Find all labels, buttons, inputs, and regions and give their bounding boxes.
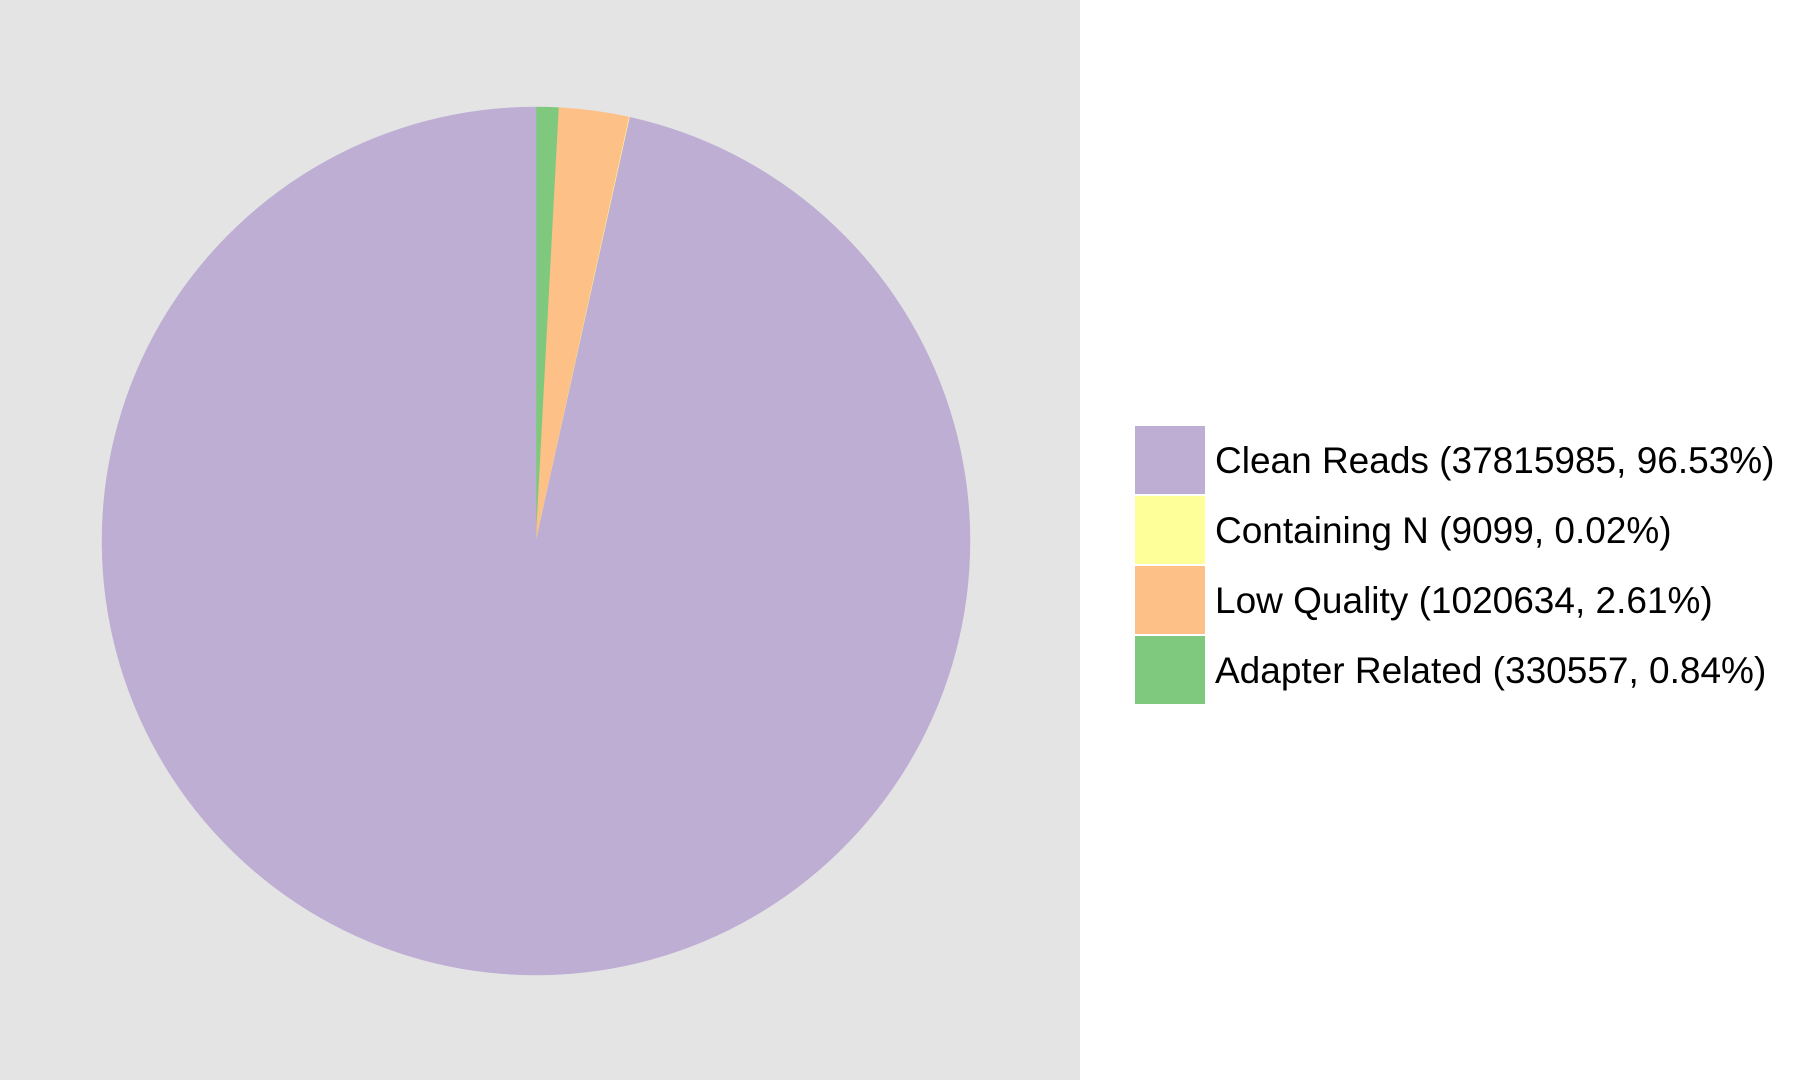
legend: Clean Reads (37815985, 96.53%) Containing… xyxy=(1135,426,1775,706)
legend-item-low-quality: Low Quality (1020634, 2.61%) xyxy=(1135,566,1775,636)
legend-label: Low Quality (1020634, 2.61%) xyxy=(1215,580,1713,621)
legend-label: Adapter Related (330557, 0.84%) xyxy=(1215,650,1767,691)
legend-swatch xyxy=(1135,496,1205,566)
legend-swatch xyxy=(1135,566,1205,636)
pie-svg xyxy=(101,106,971,976)
legend-swatch xyxy=(1135,426,1205,496)
legend-item-clean-reads: Clean Reads (37815985, 96.53%) xyxy=(1135,426,1775,496)
legend-label: Containing N (9099, 0.02%) xyxy=(1215,510,1672,551)
pie-slice-clean-reads xyxy=(101,106,971,976)
legend-swatch xyxy=(1135,636,1205,706)
legend-item-adapter-related: Adapter Related (330557, 0.84%) xyxy=(1135,636,1775,706)
plot-panel xyxy=(0,0,1080,1080)
legend-item-containing-n: Containing N (9099, 0.02%) xyxy=(1135,496,1775,566)
legend-label: Clean Reads (37815985, 96.53%) xyxy=(1215,440,1775,481)
